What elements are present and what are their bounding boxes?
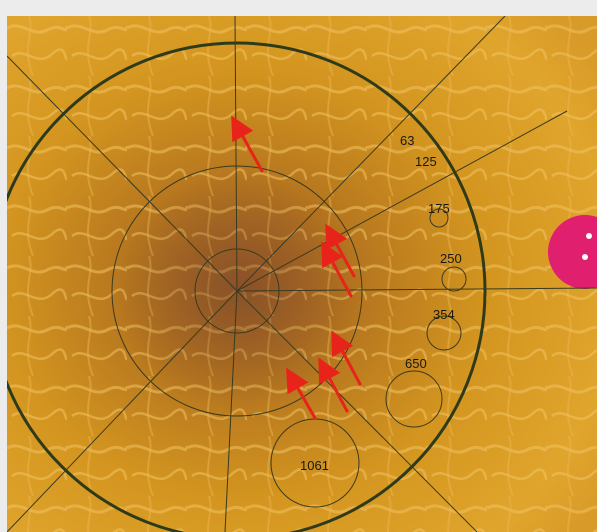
spoke-2 (236, 110, 568, 292)
spoke-7 (7, 55, 238, 292)
outer-ring (7, 41, 487, 532)
spoke-3 (236, 287, 597, 292)
label-63: 63 (400, 133, 414, 148)
label-175: 175 (428, 201, 450, 216)
marker-highlight-2 (582, 254, 588, 260)
arrow-4 (331, 330, 362, 386)
annotation-arrows (231, 115, 362, 420)
label-125: 125 (415, 154, 437, 169)
arrow-3 (321, 241, 353, 298)
middle-ring (111, 165, 363, 417)
label-354: 354 (433, 307, 455, 322)
label-250: 250 (440, 251, 462, 266)
spoke-5 (224, 290, 238, 532)
fundus-image: 63 125 175 250 354 650 1061 (7, 16, 597, 532)
arrow-1 (231, 115, 264, 173)
size-circle-175 (429, 208, 449, 228)
size-circle-354 (426, 315, 462, 351)
arrow-6 (286, 367, 317, 420)
spoke-1 (236, 16, 506, 292)
spoke-8 (234, 16, 238, 292)
grading-grid (7, 16, 597, 532)
label-1061: 1061 (300, 458, 329, 473)
spoke-6 (7, 290, 238, 532)
label-650: 650 (405, 356, 427, 371)
fundus-svg: 63 125 175 250 354 650 1061 (7, 16, 597, 532)
size-circle-250 (441, 266, 467, 292)
arrow-5 (318, 357, 349, 413)
marker-highlight-1 (586, 233, 592, 239)
optic-disc-marker (548, 215, 597, 289)
spoke-4 (236, 290, 478, 532)
optic-disc-glow (477, 116, 597, 396)
size-circle-650 (385, 370, 443, 428)
